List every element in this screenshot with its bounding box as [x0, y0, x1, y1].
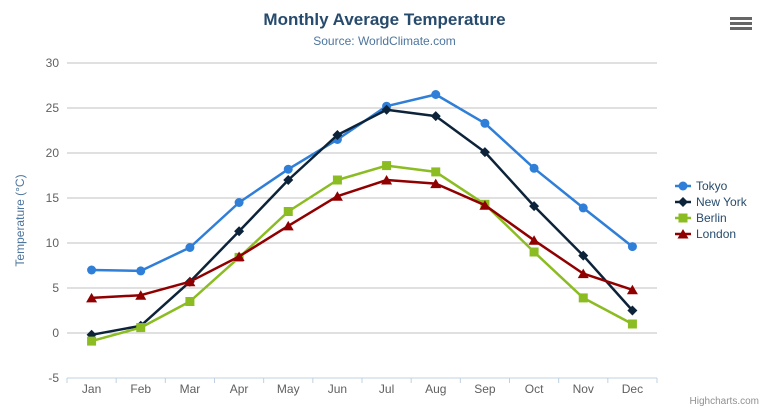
london-legend-marker-icon [677, 229, 689, 239]
x-axis-label: Oct [525, 382, 544, 396]
new-york-point-oct[interactable] [529, 201, 540, 212]
x-axis-label: Mar [180, 382, 201, 396]
berlin-point-jul[interactable] [382, 161, 392, 171]
x-axis [66, 377, 658, 383]
tokyo-point-jan[interactable] [87, 265, 97, 275]
y-axis-label: 15 [46, 191, 60, 205]
london-point-jul[interactable] [381, 175, 393, 185]
x-axis-label: Apr [230, 382, 249, 396]
new-york-point-sep[interactable] [479, 147, 490, 158]
y-axis-title: Temperature (°C) [13, 174, 27, 266]
new-york-point-aug[interactable] [430, 111, 441, 122]
berlin-point-oct[interactable] [529, 247, 539, 257]
tokyo-point-may[interactable] [283, 164, 293, 174]
y-axis-label: -5 [48, 371, 59, 385]
london-point-aug[interactable] [430, 178, 442, 189]
new-york-point-may[interactable] [283, 175, 294, 185]
legend-item-london[interactable]: London [675, 227, 736, 241]
y-axis-label: 0 [52, 326, 59, 340]
london-point-may[interactable] [282, 220, 294, 231]
y-axis-label: 20 [46, 146, 60, 160]
tokyo-point-feb[interactable] [136, 266, 146, 276]
legend-label: Tokyo [696, 179, 728, 193]
new-york-point-jul[interactable] [381, 104, 392, 115]
tokyo-point-dec[interactable] [627, 242, 637, 252]
x-axis-label: Dec [622, 382, 643, 396]
new-york-point-dec[interactable] [627, 305, 638, 316]
london-point-sep[interactable] [479, 200, 491, 210]
y-axis-labels: -5 0 5 10 15 20 25 30 [46, 56, 60, 385]
london-point-dec[interactable] [626, 284, 638, 295]
berlin-point-nov[interactable] [578, 293, 588, 303]
berlin-point-aug[interactable] [431, 167, 441, 177]
x-axis-label: Aug [425, 382, 446, 396]
y-axis-label: 5 [52, 281, 59, 295]
hamburger-icon [730, 17, 752, 20]
london-point-nov[interactable] [577, 268, 589, 279]
berlin-point-jun[interactable] [332, 175, 342, 185]
london-point-mar[interactable] [184, 276, 196, 287]
chart-subtitle: Source: WorldClimate.com [313, 34, 456, 48]
new-york-point-apr[interactable] [234, 226, 245, 237]
y-axis-label: 25 [46, 101, 60, 115]
series-tokyo[interactable] [87, 90, 637, 276]
berlin-point-mar[interactable] [185, 297, 195, 306]
x-axis-label: Jan [82, 382, 101, 396]
x-axis-label: Nov [573, 382, 594, 396]
london-point-oct[interactable] [528, 235, 540, 245]
london-point-jun[interactable] [331, 191, 343, 201]
x-axis-label: Jun [328, 382, 347, 396]
x-axis-labels: Jan Feb Mar Apr May Jun Jul Aug Sep Oct Nov Dec [82, 382, 643, 396]
berlin-point-jan[interactable] [87, 336, 97, 346]
legend-label: Berlin [696, 211, 727, 225]
credits-link[interactable]: Highcharts.com [689, 396, 759, 407]
legend-label: London [696, 227, 736, 241]
x-axis-label: Sep [474, 382, 496, 396]
new-york-point-jun[interactable] [332, 130, 343, 140]
series-london[interactable] [86, 175, 638, 303]
new-york-legend-marker-icon [678, 197, 688, 207]
london-point-feb[interactable] [135, 290, 147, 300]
x-axis-label: Feb [130, 382, 151, 396]
x-axis-label: May [277, 382, 300, 396]
london-point-jan[interactable] [86, 292, 98, 303]
berlin-point-dec[interactable] [627, 319, 637, 329]
y-axis-label: 10 [46, 236, 60, 250]
tokyo-legend-marker-icon [678, 181, 688, 191]
legend: Tokyo New York Berlin London [675, 179, 748, 241]
hamburger-icon [730, 27, 752, 30]
tokyo-point-sep[interactable] [480, 118, 490, 128]
tokyo-point-nov[interactable] [578, 203, 588, 213]
legend-item-berlin[interactable]: Berlin [675, 211, 727, 225]
berlin-point-feb[interactable] [136, 323, 146, 333]
legend-item-new-york[interactable]: New York [675, 195, 748, 209]
legend-label: New York [696, 195, 748, 209]
london-point-apr[interactable] [233, 251, 245, 262]
new-york-point-nov[interactable] [578, 250, 589, 261]
export-menu-button[interactable] [730, 17, 754, 33]
tokyo-point-apr[interactable] [234, 198, 244, 207]
series-new-york[interactable] [86, 104, 638, 340]
berlin-point-may[interactable] [283, 207, 293, 216]
tokyo-point-oct[interactable] [529, 163, 539, 173]
berlin-legend-marker-icon [678, 213, 688, 223]
y-axis-label: 30 [46, 56, 60, 70]
chart-title: Monthly Average Temperature [263, 10, 506, 29]
x-axis-label: Jul [379, 382, 394, 396]
y-gridlines [67, 62, 657, 379]
tokyo-point-mar[interactable] [185, 243, 195, 252]
legend-item-tokyo[interactable]: Tokyo [675, 179, 728, 193]
hamburger-icon [730, 22, 752, 25]
tokyo-point-aug[interactable] [431, 90, 441, 99]
